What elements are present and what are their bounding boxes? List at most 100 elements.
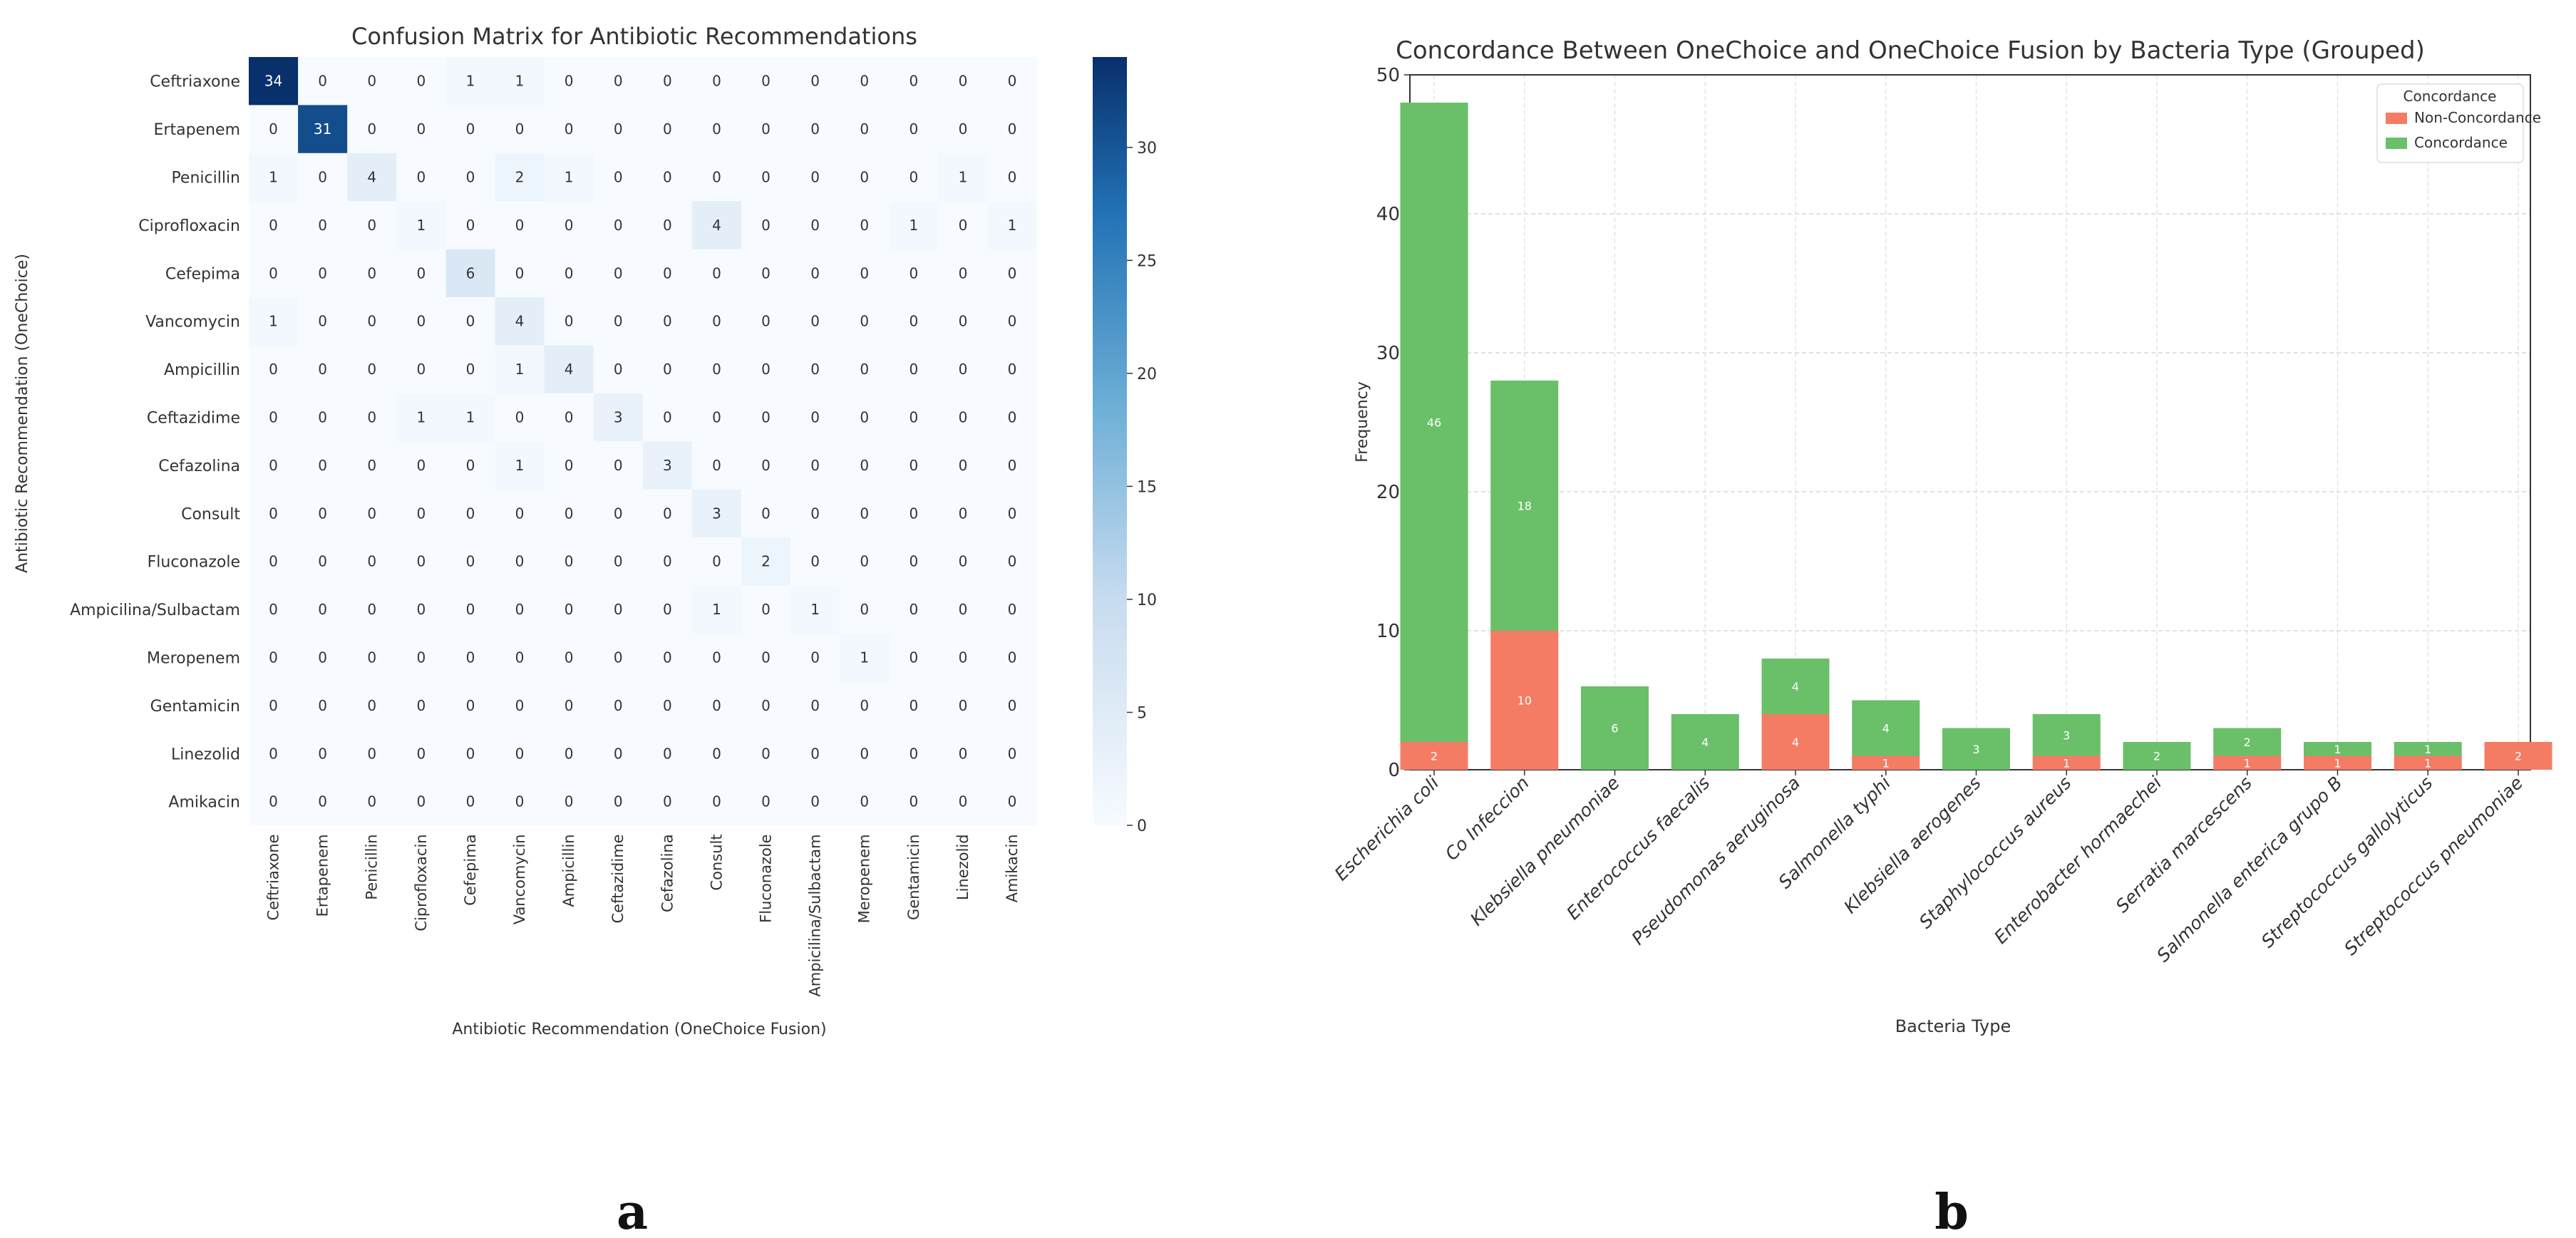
- heatmap-cell-value: 0: [663, 120, 672, 138]
- heatmap-cell-value: 1: [515, 457, 525, 474]
- heatmap-cell: [840, 153, 890, 202]
- heatmap-cell: [691, 489, 742, 538]
- heatmap-cell-value: 0: [1008, 793, 1017, 810]
- row-label-ciprofloxacin: Ciprofloxacin: [138, 217, 240, 235]
- heatmap-cell: [938, 537, 988, 586]
- bar-chart-legend: Concordance Non-Concordance Concordance: [2376, 83, 2541, 163]
- heatmap-cell-value: 0: [515, 793, 525, 810]
- heatmap-cell-value: 0: [565, 120, 574, 138]
- heatmap-cell: [987, 441, 1038, 490]
- column-label-gentamicin: Gentamicin: [905, 834, 922, 920]
- heatmap-cell-value: 0: [367, 264, 376, 282]
- heatmap-cell: [840, 489, 890, 538]
- heatmap-cell-value: 31: [314, 120, 331, 138]
- heatmap-cell: [889, 729, 939, 778]
- heatmap-cell-value: 0: [614, 745, 623, 762]
- heatmap-cell: [889, 778, 939, 826]
- heatmap-cell: [691, 585, 742, 634]
- heatmap-cell: [840, 249, 890, 298]
- heatmap-cell: [249, 57, 299, 105]
- column-label-fluconazole: Fluconazole: [758, 834, 775, 922]
- heatmap-cell: [938, 729, 988, 778]
- heatmap-cell-value: 0: [909, 169, 918, 186]
- heatmap-cell-value: 0: [1008, 169, 1017, 186]
- heatmap-cell: [347, 345, 397, 394]
- bar-value-label: 4: [1882, 722, 1890, 736]
- heatmap-cell-value: 1: [515, 361, 525, 378]
- heatmap-cell-value: 0: [515, 217, 525, 234]
- heatmap-cell: [987, 585, 1038, 634]
- heatmap-cell-value: 0: [860, 505, 869, 522]
- heatmap-cell: [790, 393, 840, 442]
- heatmap-cell: [987, 105, 1038, 154]
- heatmap-cell: [445, 57, 495, 105]
- heatmap-colorbar-ticks: 0 5 10 15 20 25 30: [1127, 140, 1157, 835]
- heatmap-cell: [790, 105, 840, 154]
- row-label-cefazolina: Cefazolina: [158, 458, 240, 475]
- bar-non-concordance-salmonella-typhi: [1852, 755, 1920, 770]
- heatmap-cell-value: 0: [367, 649, 376, 666]
- heatmap-cell: [445, 105, 495, 154]
- bar-value-label: 18: [1518, 500, 1532, 513]
- heatmap-cell: [691, 393, 742, 442]
- heatmap-cell-value: 0: [860, 361, 869, 378]
- heatmap-cell-value: 1: [712, 601, 721, 618]
- heatmap-cell-value: 0: [565, 457, 574, 474]
- heatmap-cell-value: 0: [909, 73, 918, 90]
- heatmap-cell: [593, 729, 644, 778]
- colorbar-tick-label: 15: [1137, 478, 1157, 496]
- heatmap-cell: [691, 153, 742, 202]
- heatmap-cell-value: 0: [367, 601, 376, 618]
- heatmap-cell-value: 0: [318, 73, 327, 90]
- heatmap-cell: [396, 585, 446, 634]
- heatmap-cell: [987, 633, 1038, 682]
- heatmap-cell: [741, 153, 791, 202]
- heatmap-cell-value: 3: [712, 505, 721, 522]
- bar-value-label: 10: [1518, 694, 1532, 708]
- bar-chart-x-axis-label: Bacteria Type: [1895, 1016, 2011, 1036]
- bar-non-concordance-streptococcus-pneumoniae: [2484, 742, 2552, 770]
- heatmap-cell-value: 1: [466, 73, 475, 90]
- heatmap-cell: [790, 441, 840, 490]
- heatmap-cell-value: 0: [712, 793, 721, 810]
- heatmap-cell: [741, 441, 791, 490]
- legend-swatch-non-concordance: [2386, 113, 2407, 124]
- heatmap-cell-value: 0: [466, 457, 475, 474]
- heatmap-cell: [249, 441, 299, 490]
- heatmap-cell: [741, 633, 791, 682]
- y-tick-label: 40: [1376, 204, 1400, 225]
- heatmap-cell-value: 0: [614, 457, 623, 474]
- heatmap-cell-value: 0: [318, 169, 327, 186]
- heatmap-cell-value: 0: [1008, 697, 1017, 714]
- heatmap-cell: [938, 57, 988, 105]
- heatmap-cell-value: 0: [614, 120, 623, 138]
- heatmap-cell-value: 0: [565, 217, 574, 234]
- heatmap-cell-value: 0: [515, 120, 525, 138]
- column-label-ciprofloxacin: Ciprofloxacin: [413, 834, 430, 931]
- heatmap-cell-value: 0: [1008, 745, 1017, 762]
- heatmap-cell-value: 0: [663, 409, 672, 426]
- heatmap-cell-value: 0: [810, 361, 820, 378]
- heatmap-cell-value: 0: [810, 745, 820, 762]
- heatmap-cell: [298, 153, 348, 202]
- heatmap-cell-value: 0: [318, 745, 327, 762]
- heatmap-cell-value: 0: [959, 73, 968, 90]
- heatmap-cell-value: 0: [565, 553, 574, 570]
- heatmap-cell-value: 0: [663, 313, 672, 330]
- heatmap-cell-value: 0: [959, 553, 968, 570]
- y-tick-label: 30: [1376, 343, 1400, 364]
- bar-chart-y-ticks: 0 10 20 30 40 50: [1376, 65, 1410, 781]
- heatmap-cell-value: 0: [663, 649, 672, 666]
- bar-value-label: 1: [2063, 756, 2070, 770]
- heatmap-cell-value: 0: [860, 793, 869, 810]
- heatmap-cell-value: 1: [416, 409, 426, 426]
- heatmap-cell: [691, 57, 742, 105]
- heatmap-cell-value: 0: [959, 745, 968, 762]
- heatmap-cell: [298, 249, 348, 298]
- heatmap-cell-value: 0: [959, 649, 968, 666]
- y-tick-label: 50: [1376, 65, 1400, 86]
- heatmap-cell-value: 0: [1008, 601, 1017, 618]
- row-label-ampicilina-sulbactam: Ampicilina/Sulbactam: [70, 602, 240, 619]
- heatmap-cell-value: 0: [466, 553, 475, 570]
- heatmap-cell-value: 0: [565, 601, 574, 618]
